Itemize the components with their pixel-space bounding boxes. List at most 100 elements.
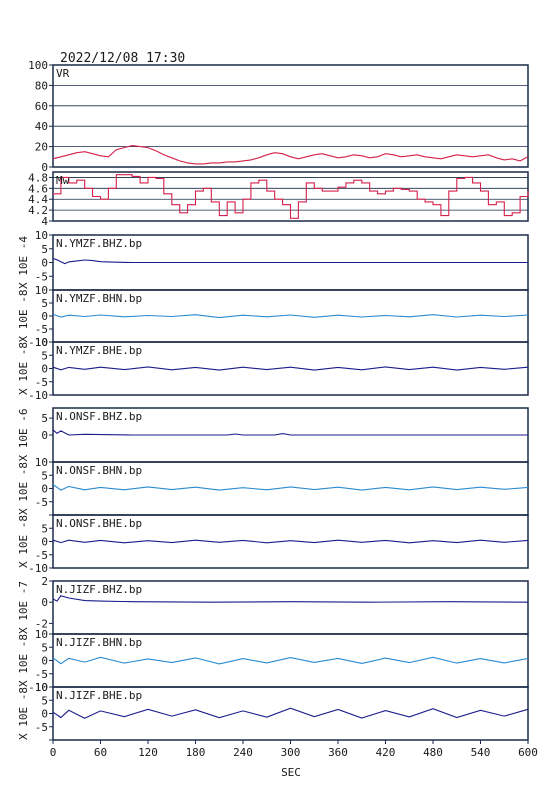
panel-label: VR <box>56 67 70 80</box>
x-tick-label: 360 <box>328 746 348 759</box>
panel-onsf_bhe: 50-5-10X 10E -8 N.ONSF.BHE.bp <box>17 514 529 575</box>
y-tick-label: 2 <box>41 575 48 588</box>
y-tick-label: 10 <box>35 681 48 694</box>
units-label: X 10E -8 <box>17 342 30 395</box>
panel-vr: 0 20 40 60 80 100 VR <box>28 59 529 174</box>
y-tick-label: 5 <box>41 641 48 654</box>
y-tick-label: 5 <box>41 694 48 707</box>
x-tick-label: 240 <box>233 746 253 759</box>
series-line-onsf_bhn <box>52 484 529 491</box>
panel-frame <box>52 64 529 168</box>
panel-label: N.JIZF.BHE.bp <box>56 689 142 702</box>
y-tick-label: 5 <box>41 297 48 310</box>
y-tick-label: 10 <box>35 336 48 349</box>
units-label: X 10E -6 <box>17 409 30 462</box>
y-tick-label: -2 <box>35 617 48 630</box>
y-tick-label: 40 <box>35 120 48 133</box>
panel-label: N.JIZF.BHN.bp <box>56 636 142 649</box>
panel-label: N.JIZF.BHZ.bp <box>56 583 142 596</box>
panel-label: N.ONSF.BHE.bp <box>56 517 142 530</box>
y-tick-label: 4.6 <box>28 182 48 195</box>
units-label: X 10E -8 <box>17 462 30 515</box>
y-tick-label: 80 <box>35 79 48 92</box>
timestamp-header: 2022/12/08 17:30 <box>60 51 185 66</box>
units-label: X 10E -8 <box>17 290 30 343</box>
units-label: X 10E -4 <box>17 236 30 289</box>
y-tick-label: 0 <box>41 483 48 496</box>
x-tick-label: 300 <box>281 746 301 759</box>
panel-label: N.ONSF.BHN.bp <box>56 464 142 477</box>
units-label: X 10E -8 <box>17 687 30 740</box>
y-tick-label: 100 <box>28 59 48 72</box>
y-tick-label: 20 <box>35 141 48 154</box>
y-tick-label: 5 <box>41 469 48 482</box>
y-tick-label: 10 <box>35 456 48 469</box>
y-tick-label: 5 <box>41 412 48 425</box>
y-tick-label: 10 <box>35 284 48 297</box>
y-tick-label: 0 <box>41 363 48 376</box>
y-tick-label: 0 <box>41 161 48 174</box>
series-line-jizf_bhz <box>52 595 529 603</box>
y-tick-label: 0 <box>41 429 48 442</box>
units-label: X 10E -8 <box>17 515 30 568</box>
panel-label: Mw <box>56 174 70 187</box>
y-tick-label: 4 <box>41 215 48 228</box>
y-tick-label: 10 <box>35 628 48 641</box>
panel-frame <box>52 514 529 569</box>
y-tick-label: -5 <box>35 323 48 336</box>
panel-label: N.YMZF.BHZ.bp <box>56 237 142 250</box>
y-tick-label: 60 <box>35 100 48 113</box>
series-line-mw <box>53 174 529 219</box>
y-tick-label: 0 <box>41 596 48 609</box>
y-tick-label: 5 <box>41 349 48 362</box>
series-line-jizf_bhe <box>52 707 529 719</box>
series-line-onsf_bhz <box>52 429 528 436</box>
series-line-ymzf_bhn <box>52 313 529 319</box>
x-tick-label: 540 <box>471 746 491 759</box>
y-tick-label: -5 <box>35 376 48 389</box>
y-tick-label: 4.2 <box>28 204 48 217</box>
units-label: X 10E -7 <box>17 581 30 634</box>
y-tick-label: -5 <box>35 496 48 509</box>
series-line-ymzf_bhz <box>52 257 528 265</box>
series-line-ymzf_bhe <box>52 366 529 371</box>
x-tick-label: 600 <box>518 746 538 759</box>
panel-jizf_bhz: 2 0 -2 X 10E -7 N.JIZF.BHZ.bp <box>17 575 529 635</box>
y-tick-label: 10 <box>35 229 48 242</box>
y-tick-label: 0 <box>41 655 48 668</box>
y-tick-label: -5 <box>35 721 48 734</box>
panel-onsf_bhz: 5 0 X 10E -6 N.ONSF.BHZ.bp <box>17 407 529 463</box>
y-tick-label: -10 <box>28 336 48 349</box>
y-tick-label: -5 <box>35 270 48 283</box>
x-tick-label: 0 <box>50 746 57 759</box>
panel-mw: 44.24.44.64.8 Mw <box>28 171 529 228</box>
y-tick-label: 0 <box>41 708 48 721</box>
y-tick-label: -10 <box>28 389 48 402</box>
series-line-jizf_bhn <box>52 656 529 665</box>
y-tick-label: -10 <box>28 681 48 694</box>
y-tick-label: 4.8 <box>28 171 48 184</box>
series-line-onsf_bhe <box>52 539 529 544</box>
y-tick-label: 0 <box>41 257 48 270</box>
panel-label: N.ONSF.BHZ.bp <box>56 410 142 423</box>
x-tick-label: 60 <box>94 746 107 759</box>
x-tick-label: 120 <box>138 746 158 759</box>
y-tick-label: 5 <box>41 522 48 535</box>
x-tick-label: 420 <box>376 746 396 759</box>
panel-label: N.YMZF.BHN.bp <box>56 292 142 305</box>
y-tick-label: 0 <box>41 310 48 323</box>
series-line-vr <box>52 145 529 165</box>
x-tick-label: 480 <box>423 746 443 759</box>
y-tick-label: -5 <box>35 668 48 681</box>
units-label: X 10E -8 <box>17 634 30 687</box>
panel-frame <box>52 341 529 396</box>
y-tick-label: 4.4 <box>28 193 48 206</box>
y-tick-label: -10 <box>28 562 48 575</box>
